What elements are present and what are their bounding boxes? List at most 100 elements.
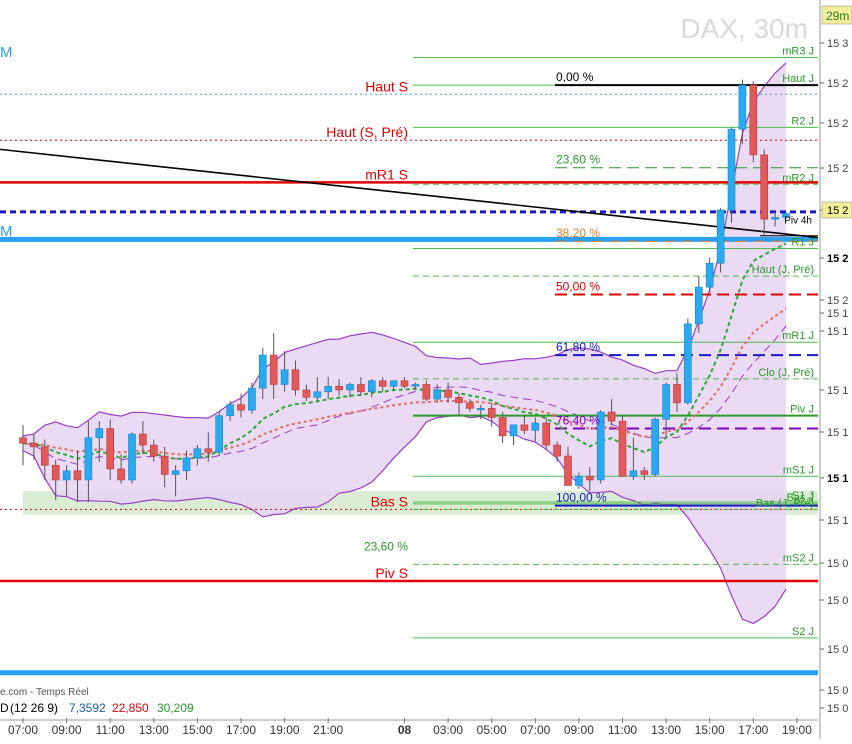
time-tick-label: 08: [398, 723, 412, 737]
candle-body: [782, 213, 790, 218]
time-tick-label: 05:00: [477, 723, 507, 737]
candle-body: [716, 209, 725, 264]
level-label-8: mR3 J: [782, 46, 814, 58]
instrument-watermark: DAX, 30m: [680, 13, 808, 44]
level-label-22: S2 J: [792, 626, 814, 638]
candle-body: [182, 457, 191, 472]
candle-body: [269, 354, 278, 385]
time-tick-label: 17:00: [738, 723, 768, 737]
candle-body: [215, 415, 223, 453]
time-tick-label: 09:00: [52, 723, 82, 737]
candle-body: [400, 380, 409, 387]
source-text: e.com - Temps Réel: [0, 687, 89, 698]
candle-body: [760, 154, 769, 220]
candle-body: [596, 411, 605, 481]
candle-body: [466, 402, 474, 409]
candle-body: [73, 470, 82, 481]
time-tick-label: 19:00: [782, 723, 812, 737]
candle-body: [139, 433, 147, 446]
price-tick-label: 15 0: [827, 703, 848, 715]
bollinger-upper: [22, 62, 787, 437]
fibo-label-1: 23,60 %: [556, 153, 600, 167]
fibo-label-3: 50,00 %: [556, 279, 600, 293]
candle-body: [335, 385, 343, 391]
price-tick-label: 15 1: [827, 385, 848, 397]
trend-line: [0, 148, 819, 239]
candle-body: [498, 417, 507, 437]
level-label-2: mR1 S: [365, 166, 408, 182]
fibo-label-2: 38,20 %: [556, 226, 600, 240]
price-tick-label: 15 2: [827, 118, 848, 130]
price-tick-label: 15 0: [827, 595, 848, 607]
level-label-21: mS2 J: [783, 552, 814, 564]
candle-body: [193, 448, 202, 459]
candle-body: [607, 411, 616, 422]
level-label-0: Haut S: [365, 78, 408, 94]
candle-body: [651, 419, 660, 475]
candle-body: [411, 384, 420, 387]
level-label-1: Haut (S, Pré): [326, 124, 408, 140]
candle-body: [629, 470, 638, 477]
price-tick-label: 15 1: [827, 326, 848, 338]
time-tick-label: 15:00: [182, 723, 212, 737]
time-tick-label: 17:00: [226, 723, 256, 737]
candle-body: [367, 380, 376, 393]
price-tick-label: 15 0: [827, 644, 848, 656]
timeframe-badge-label: 29m: [826, 9, 849, 23]
time-tick-label: 19:00: [270, 723, 300, 737]
candle-body: [553, 444, 561, 457]
time-tick-label: 15:00: [695, 723, 725, 737]
candle-body: [542, 422, 551, 446]
candle-body: [248, 387, 256, 411]
time-tick-label: 13:00: [651, 723, 681, 737]
fibo-label-5: 76,40 %: [556, 414, 600, 428]
time-tick-label: 11:00: [96, 723, 125, 737]
price-tick-label: 15 1: [827, 515, 848, 527]
candle-body: [520, 424, 529, 431]
extra-label-1: Piv 4h: [784, 216, 812, 227]
candle-body: [258, 354, 267, 389]
time-tick-label: 03:00: [433, 723, 463, 737]
candles-layer: [19, 79, 790, 502]
candle-body: [378, 380, 387, 387]
price-tick-label: 15 2: [827, 253, 848, 265]
time-tick-label: 09:00: [564, 723, 594, 737]
level-label-20: Bas (J, Pré): [756, 497, 814, 509]
candle-body: [444, 389, 452, 398]
candle-body: [204, 448, 213, 453]
fibo-label-4: 61,80 %: [556, 340, 600, 354]
level-label-16: Piv J: [790, 404, 814, 416]
candle-body: [280, 369, 289, 385]
bollinger-layer: [22, 62, 787, 625]
candle-body: [564, 455, 572, 486]
price-tick-label: 15 1: [827, 427, 848, 439]
candle-body: [84, 437, 93, 481]
extra-label-0: 23,60 %: [364, 539, 408, 553]
left-edge-label-mid: M: [0, 223, 13, 240]
bollinger-fill: [23, 62, 786, 624]
candle-body: [226, 404, 234, 416]
candle-body: [346, 384, 354, 391]
candle-body: [51, 464, 60, 481]
candle-body: [422, 384, 431, 400]
price-tick-label: 15 1: [827, 473, 848, 485]
level-label-13: Haut (J, Pré): [752, 264, 814, 276]
time-tick-label: 13:00: [139, 723, 169, 737]
candle-body: [585, 475, 594, 481]
time-tick-label: 07:00: [8, 723, 38, 737]
candle-body: [95, 428, 104, 439]
price-tick-label: 15 0: [827, 685, 848, 697]
fibo-label-6: 100,00 %: [556, 491, 607, 505]
indicator-name: (12 26 9): [10, 701, 58, 715]
fibo-label-0: 0,00 %: [556, 70, 594, 84]
candle-body: [302, 389, 311, 398]
candle-body: [160, 455, 169, 475]
price-tick-label: 15 2: [827, 78, 848, 90]
candle-body: [531, 422, 540, 431]
candle-body: [313, 391, 322, 398]
candle-body: [694, 286, 703, 325]
level-label-10: R2 J: [791, 115, 814, 127]
level-label-11: mR2 J: [782, 172, 814, 184]
